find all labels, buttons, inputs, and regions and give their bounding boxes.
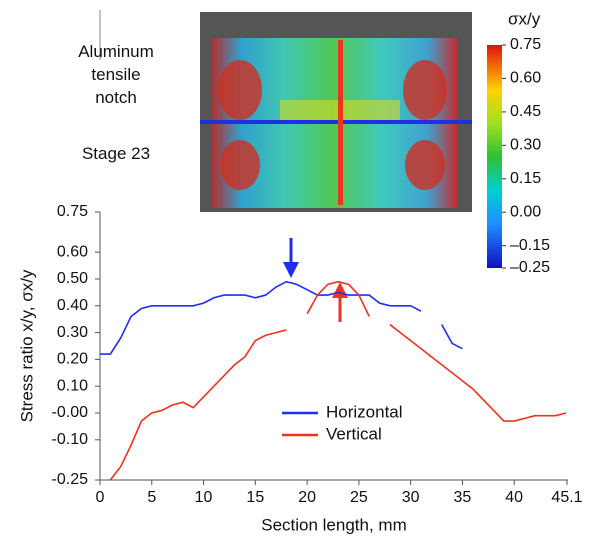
x-tick-label: 25 — [350, 489, 368, 506]
colorbar-tick-label: 0.30 — [510, 137, 541, 154]
y-tick-label: 0.40 — [57, 297, 88, 314]
x-tick-label: 5 — [147, 489, 156, 506]
x-tick-label: 20 — [298, 489, 316, 506]
colorbar-tick-label: 0.75 — [510, 36, 541, 53]
series-line — [109, 280, 567, 481]
x-tick-label: 10 — [195, 489, 213, 506]
legend-label: Vertical — [326, 424, 382, 443]
x-tick-label: 40 — [505, 489, 523, 506]
legend-label: Horizontal — [326, 402, 403, 421]
y-tick-label: -0.00 — [52, 404, 89, 421]
x-tick-label: 35 — [454, 489, 472, 506]
x-axis-title: Section length, mm — [261, 515, 407, 534]
y-tick-label: 0.75 — [57, 203, 88, 220]
x-tick-label: 45.1 — [551, 489, 582, 506]
y-axis-title: Stress ratio x/y, σx/y — [17, 269, 36, 422]
annotation: Aluminum tensile notch — [78, 42, 154, 107]
colorbar-tick-label: –0.15 — [510, 237, 550, 254]
colorbar-tick-label: 0.60 — [510, 70, 541, 87]
x-tick-label: 30 — [402, 489, 420, 506]
colorbar-tick-label: 0.45 — [510, 103, 541, 120]
y-tick-label: -0.10 — [52, 431, 89, 448]
peak-arrows — [283, 238, 348, 322]
colorbar-tick-label: 0.15 — [510, 170, 541, 187]
y-tick-label: 0.30 — [57, 324, 88, 341]
colorbar-tick-label: 0.00 — [510, 203, 541, 220]
annotation: Stage 23 — [81, 144, 151, 163]
x-tick-label: 0 — [96, 489, 105, 506]
colorbar — [487, 45, 502, 268]
y-tick-label: 0.60 — [57, 243, 88, 260]
y-tick-label: 0.20 — [57, 351, 88, 368]
y-tick-label: -0.25 — [52, 471, 89, 488]
x-tick-label: 15 — [246, 489, 264, 506]
series-line — [100, 280, 463, 355]
y-tick-label: 0.50 — [57, 270, 88, 287]
specimen-image — [200, 12, 472, 212]
y-tick-label: 0.10 — [57, 377, 88, 394]
colorbar-title: σx/y — [508, 9, 541, 28]
colorbar-tick-label: –0.25 — [510, 259, 550, 276]
